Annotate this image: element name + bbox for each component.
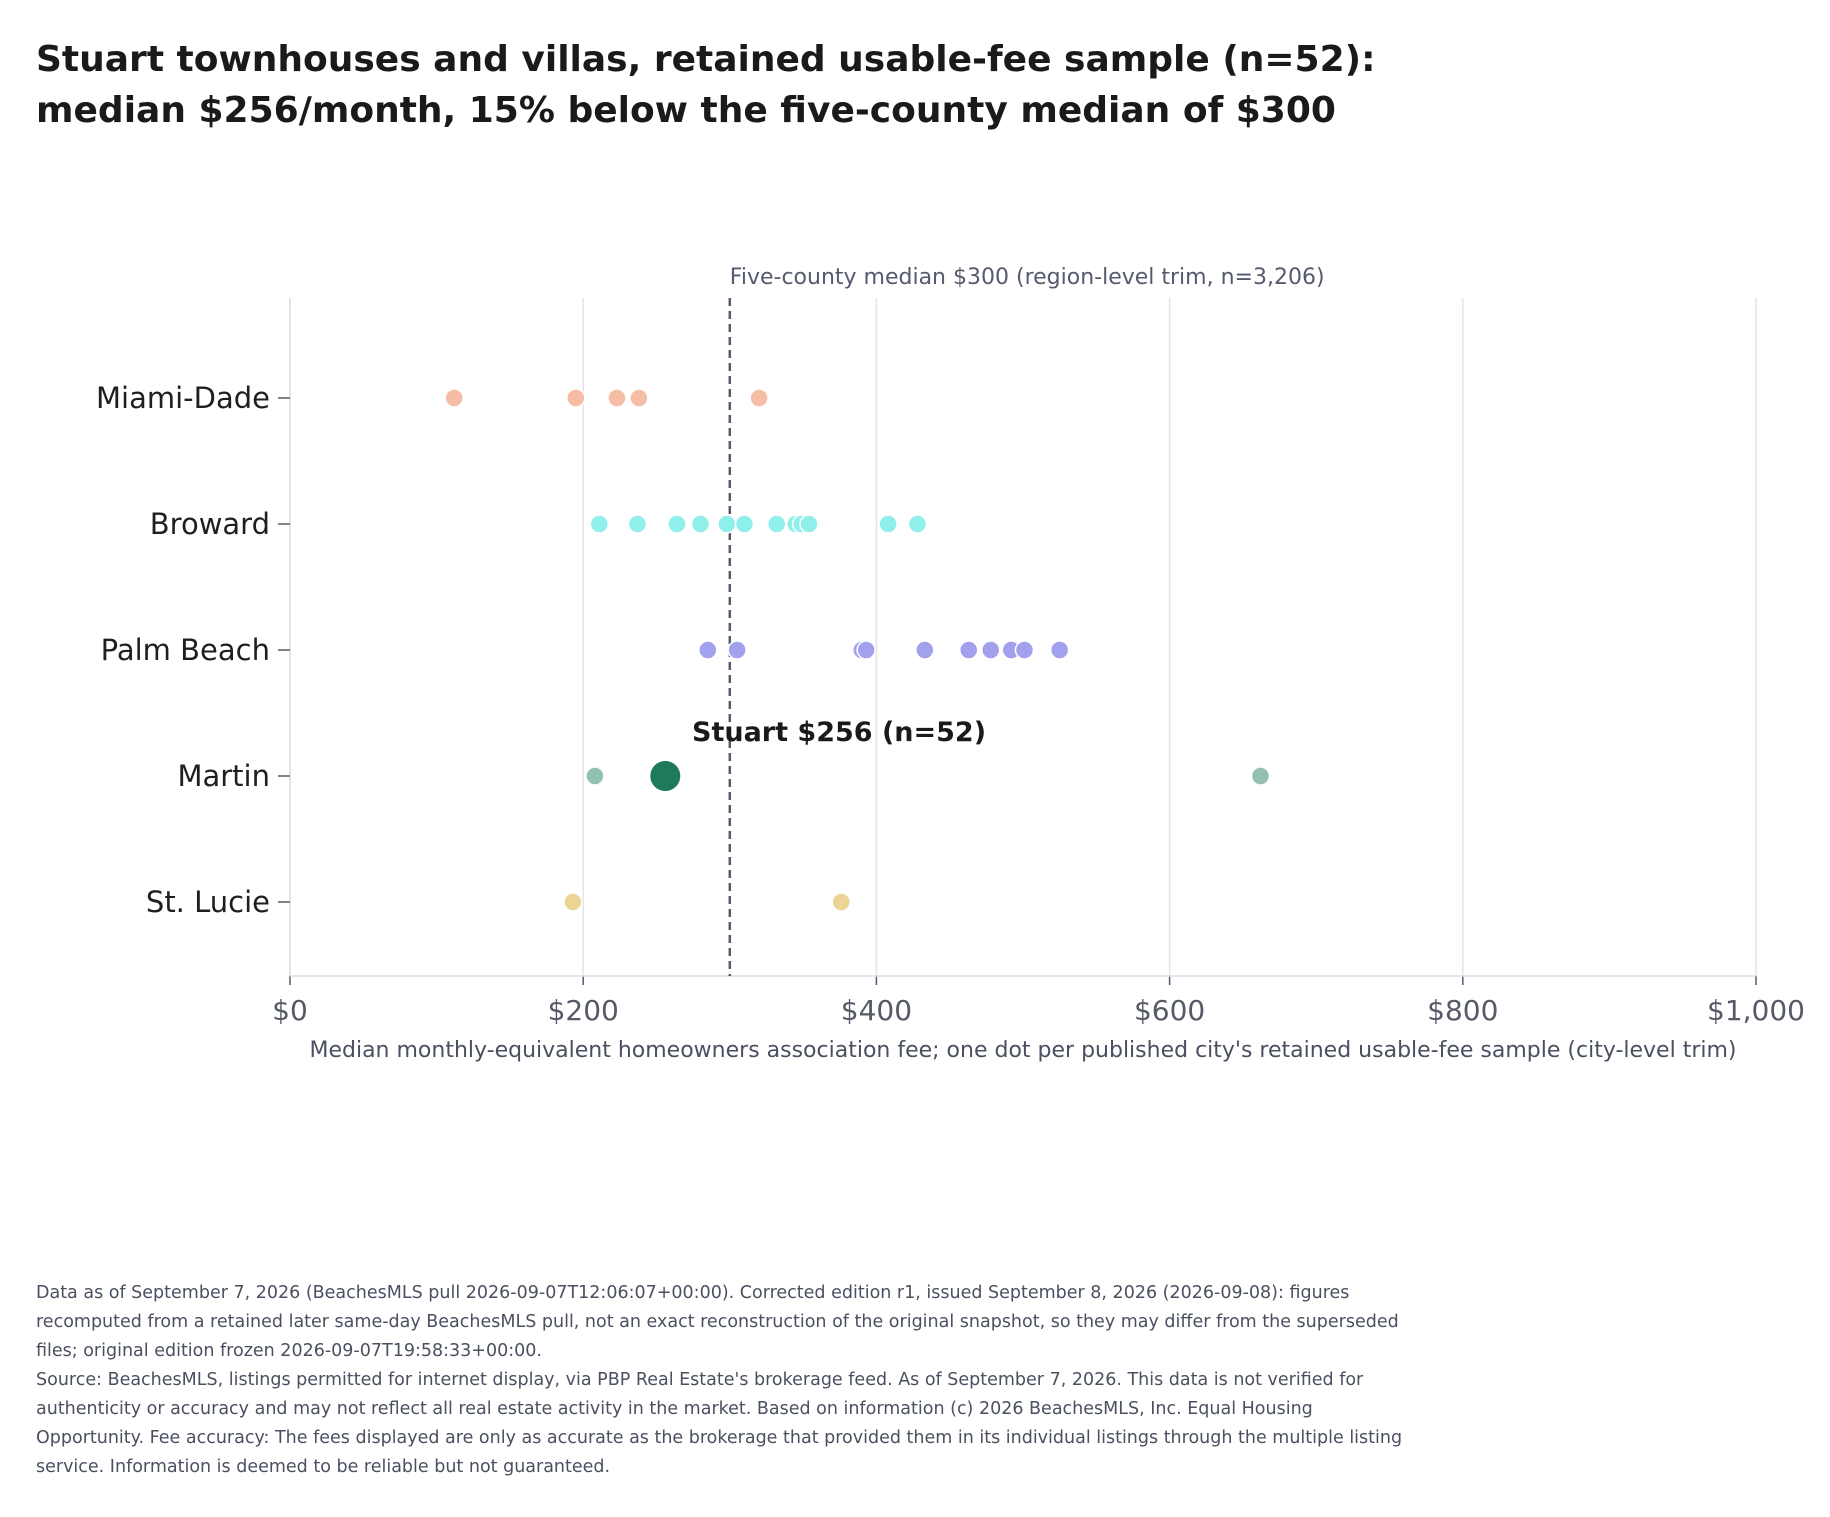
data-point	[907, 514, 928, 534]
data-point	[878, 514, 898, 534]
y-category-label: Miami-Dade	[96, 381, 270, 415]
y-category-label: St. Lucie	[146, 885, 270, 919]
x-tick-label: $400	[841, 994, 912, 1027]
data-point	[959, 640, 979, 660]
data-point	[667, 514, 687, 534]
x-tick-label: $600	[1134, 994, 1205, 1027]
data-point	[980, 640, 1001, 660]
x-tick-label: $0	[272, 994, 308, 1027]
x-tick-label: $1,000	[1707, 994, 1805, 1027]
footnote: Data as of September 7, 2026 (BeachesMLS…	[36, 1279, 1416, 1482]
data-point	[629, 388, 649, 408]
data-point	[566, 388, 586, 408]
reference-line-group: Five-county median $300 (region-level tr…	[728, 265, 1325, 976]
data-point	[727, 640, 747, 660]
data-point	[444, 388, 464, 408]
data-point	[690, 514, 711, 534]
data-point	[563, 892, 583, 912]
data-point	[627, 514, 648, 534]
y-category-label: Broward	[150, 507, 270, 541]
data-points	[444, 388, 1271, 912]
x-tick-label: $800	[1427, 994, 1498, 1027]
annotations: Stuart $256 (n=52)	[692, 717, 986, 748]
x-tick-label: $200	[548, 994, 619, 1027]
data-point	[831, 892, 851, 912]
data-point	[799, 514, 819, 534]
footnote-data-note: Data as of September 7, 2026 (BeachesMLS…	[36, 1283, 1399, 1361]
data-point	[749, 388, 769, 408]
gridlines	[582, 298, 1757, 976]
data-point	[1250, 766, 1271, 786]
data-point	[698, 640, 718, 660]
dot-plot-chart: $0 $200 $400 $600 $800 $1,000 Miami-Dade Browar…	[96, 265, 1805, 1063]
data-point	[607, 388, 627, 408]
data-point	[734, 514, 755, 534]
data-point	[585, 766, 605, 786]
y-category-label: Martin	[177, 759, 270, 793]
data-point	[1049, 640, 1070, 660]
highlight-label: Stuart $256 (n=52)	[692, 717, 986, 748]
chart-title-line-2: median $256/month, 15% below the five-co…	[36, 90, 1336, 131]
data-point	[856, 640, 876, 660]
data-point	[915, 640, 935, 660]
chart-title-line-1: Stuart townhouses and villas, retained u…	[36, 39, 1376, 80]
x-axis-title: Median monthly-equivalent homeowners ass…	[309, 1038, 1736, 1063]
highlight-point	[648, 759, 683, 793]
y-category-label: Palm Beach	[101, 633, 270, 667]
axes: $0 $200 $400 $600 $800 $1,000 Miami-Dade Browar…	[96, 298, 1805, 1063]
data-point	[766, 514, 787, 534]
data-point	[717, 514, 737, 534]
data-point	[589, 514, 610, 534]
reference-median-label: Five-county median $300 (region-level tr…	[730, 265, 1325, 290]
chart-title: Stuart townhouses and villas, retained u…	[36, 34, 1736, 136]
data-point	[1014, 640, 1035, 660]
footnote-source-note: Source: BeachesMLS, listings permitted f…	[36, 1370, 1403, 1477]
